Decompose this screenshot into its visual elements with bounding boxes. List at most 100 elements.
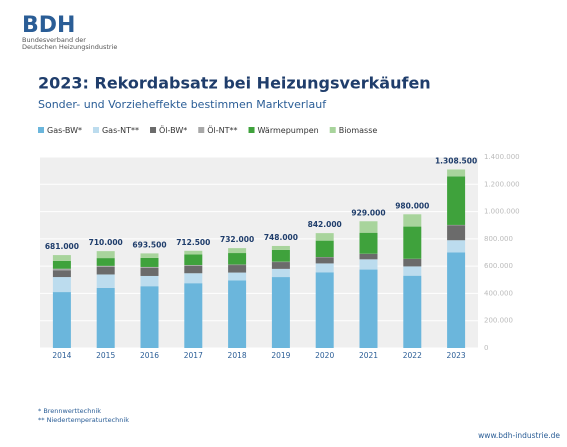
bar-segment xyxy=(184,265,203,266)
bar-segment xyxy=(228,280,247,348)
bar-segment xyxy=(403,226,422,259)
bar-segment xyxy=(271,249,290,262)
y-tick-label: 600.000 xyxy=(484,262,513,270)
y-tick-label: 200.000 xyxy=(484,317,513,325)
legend-swatch xyxy=(198,127,205,133)
bar-segment xyxy=(271,262,290,269)
bar-segment xyxy=(140,275,159,287)
bar-segment xyxy=(315,257,334,264)
bar-segment xyxy=(52,255,71,261)
bar-segment xyxy=(228,264,247,266)
bar-segment xyxy=(184,283,203,348)
bar-segment xyxy=(315,272,334,348)
bar-segment xyxy=(403,275,422,348)
x-tick-label: 2015 xyxy=(96,351,115,360)
legend-swatch xyxy=(329,127,336,133)
y-tick-label: 1.000.000 xyxy=(484,208,520,216)
total-label: 681.000 xyxy=(45,242,79,251)
bar-segment xyxy=(184,250,203,255)
bar-segment xyxy=(447,169,466,177)
bar-segment xyxy=(271,268,290,278)
bar-segment xyxy=(96,258,115,266)
legend-swatch xyxy=(150,127,157,133)
legend-label: Biomasse xyxy=(339,126,378,135)
bar-segment xyxy=(359,221,378,233)
legend-label: Öl-NT** xyxy=(207,125,237,135)
legend-swatch xyxy=(248,127,255,133)
legend-label: Wärmepumpen xyxy=(258,126,319,135)
total-label: 842.000 xyxy=(308,220,342,229)
bar-segment xyxy=(315,240,334,258)
y-tick-label: 800.000 xyxy=(484,235,513,243)
bar-segment xyxy=(359,232,378,254)
x-tick-label: 2017 xyxy=(184,351,203,360)
x-tick-label: 2018 xyxy=(228,351,247,360)
bar-segment xyxy=(447,252,466,348)
bar-segment xyxy=(140,267,159,276)
bar-segment xyxy=(96,274,115,288)
total-label: 712.500 xyxy=(176,238,210,247)
bar-segment xyxy=(184,273,203,284)
bar-segment xyxy=(52,270,71,278)
bar-segment xyxy=(140,257,159,267)
bar-segment xyxy=(96,266,115,275)
bar-segment xyxy=(359,253,378,260)
bar-segment xyxy=(228,265,247,273)
total-label: 693.500 xyxy=(132,240,166,249)
bar-segment xyxy=(359,259,378,270)
bar-segment xyxy=(228,248,247,254)
bar-segment xyxy=(228,272,247,281)
bar-segment xyxy=(140,253,159,258)
x-tick-label: 2014 xyxy=(52,351,71,360)
total-label: 980.000 xyxy=(395,201,429,210)
bar-segment xyxy=(96,251,115,259)
x-tick-label: 2019 xyxy=(271,351,290,360)
org-name: Bundesverband der xyxy=(22,36,86,44)
y-tick-label: 0 xyxy=(484,344,488,352)
bar-segment xyxy=(96,265,115,267)
chart-title: 2023: Rekordabsatz bei Heizungsverkäufen xyxy=(38,74,431,93)
y-tick-label: 1.200.000 xyxy=(484,180,520,188)
total-label: 929.000 xyxy=(351,208,385,217)
x-tick-label: 2021 xyxy=(359,351,378,360)
total-label: 1.308.500 xyxy=(435,156,477,165)
x-tick-label: 2016 xyxy=(140,351,159,360)
bar-segment xyxy=(403,266,422,276)
bar-segment xyxy=(228,253,247,265)
bar-segment xyxy=(52,292,71,348)
bar-segment xyxy=(403,214,422,227)
footnote: ** Niedertemperaturtechnik xyxy=(38,416,129,424)
y-tick-label: 1.400.000 xyxy=(484,153,520,161)
footnote: * Brennwerttechnik xyxy=(38,407,101,415)
legend-label: Gas-BW* xyxy=(47,126,82,135)
total-label: 710.000 xyxy=(89,238,123,247)
legend-label: Öl-BW* xyxy=(159,125,187,135)
legend-swatch xyxy=(38,127,44,133)
logo: BDH xyxy=(22,13,75,38)
org-name: Deutschen Heizungsindustrie xyxy=(22,43,117,51)
bar-segment xyxy=(315,263,334,273)
bar-segment xyxy=(184,265,203,274)
bar-segment xyxy=(96,287,115,348)
bar-segment xyxy=(271,277,290,348)
legend-label: Gas-NT** xyxy=(102,126,139,135)
bar-segment xyxy=(52,277,71,293)
bar-segment xyxy=(447,225,466,241)
x-tick-label: 2020 xyxy=(315,351,334,360)
bar-segment xyxy=(403,258,422,267)
bar-segment xyxy=(315,233,334,241)
url: www.bdh-industrie.de xyxy=(478,431,560,440)
bar-segment xyxy=(140,286,159,348)
bar-segment xyxy=(184,254,203,266)
legend-swatch xyxy=(92,127,99,133)
bar-segment xyxy=(52,268,71,271)
bar-segment xyxy=(52,260,71,269)
total-label: 732.000 xyxy=(220,235,254,244)
bar-segment xyxy=(271,245,290,250)
bar-segment xyxy=(447,240,466,253)
x-tick-label: 2023 xyxy=(447,351,466,360)
x-tick-label: 2022 xyxy=(403,351,422,360)
y-tick-label: 400.000 xyxy=(484,289,513,297)
bar-segment xyxy=(359,269,378,348)
